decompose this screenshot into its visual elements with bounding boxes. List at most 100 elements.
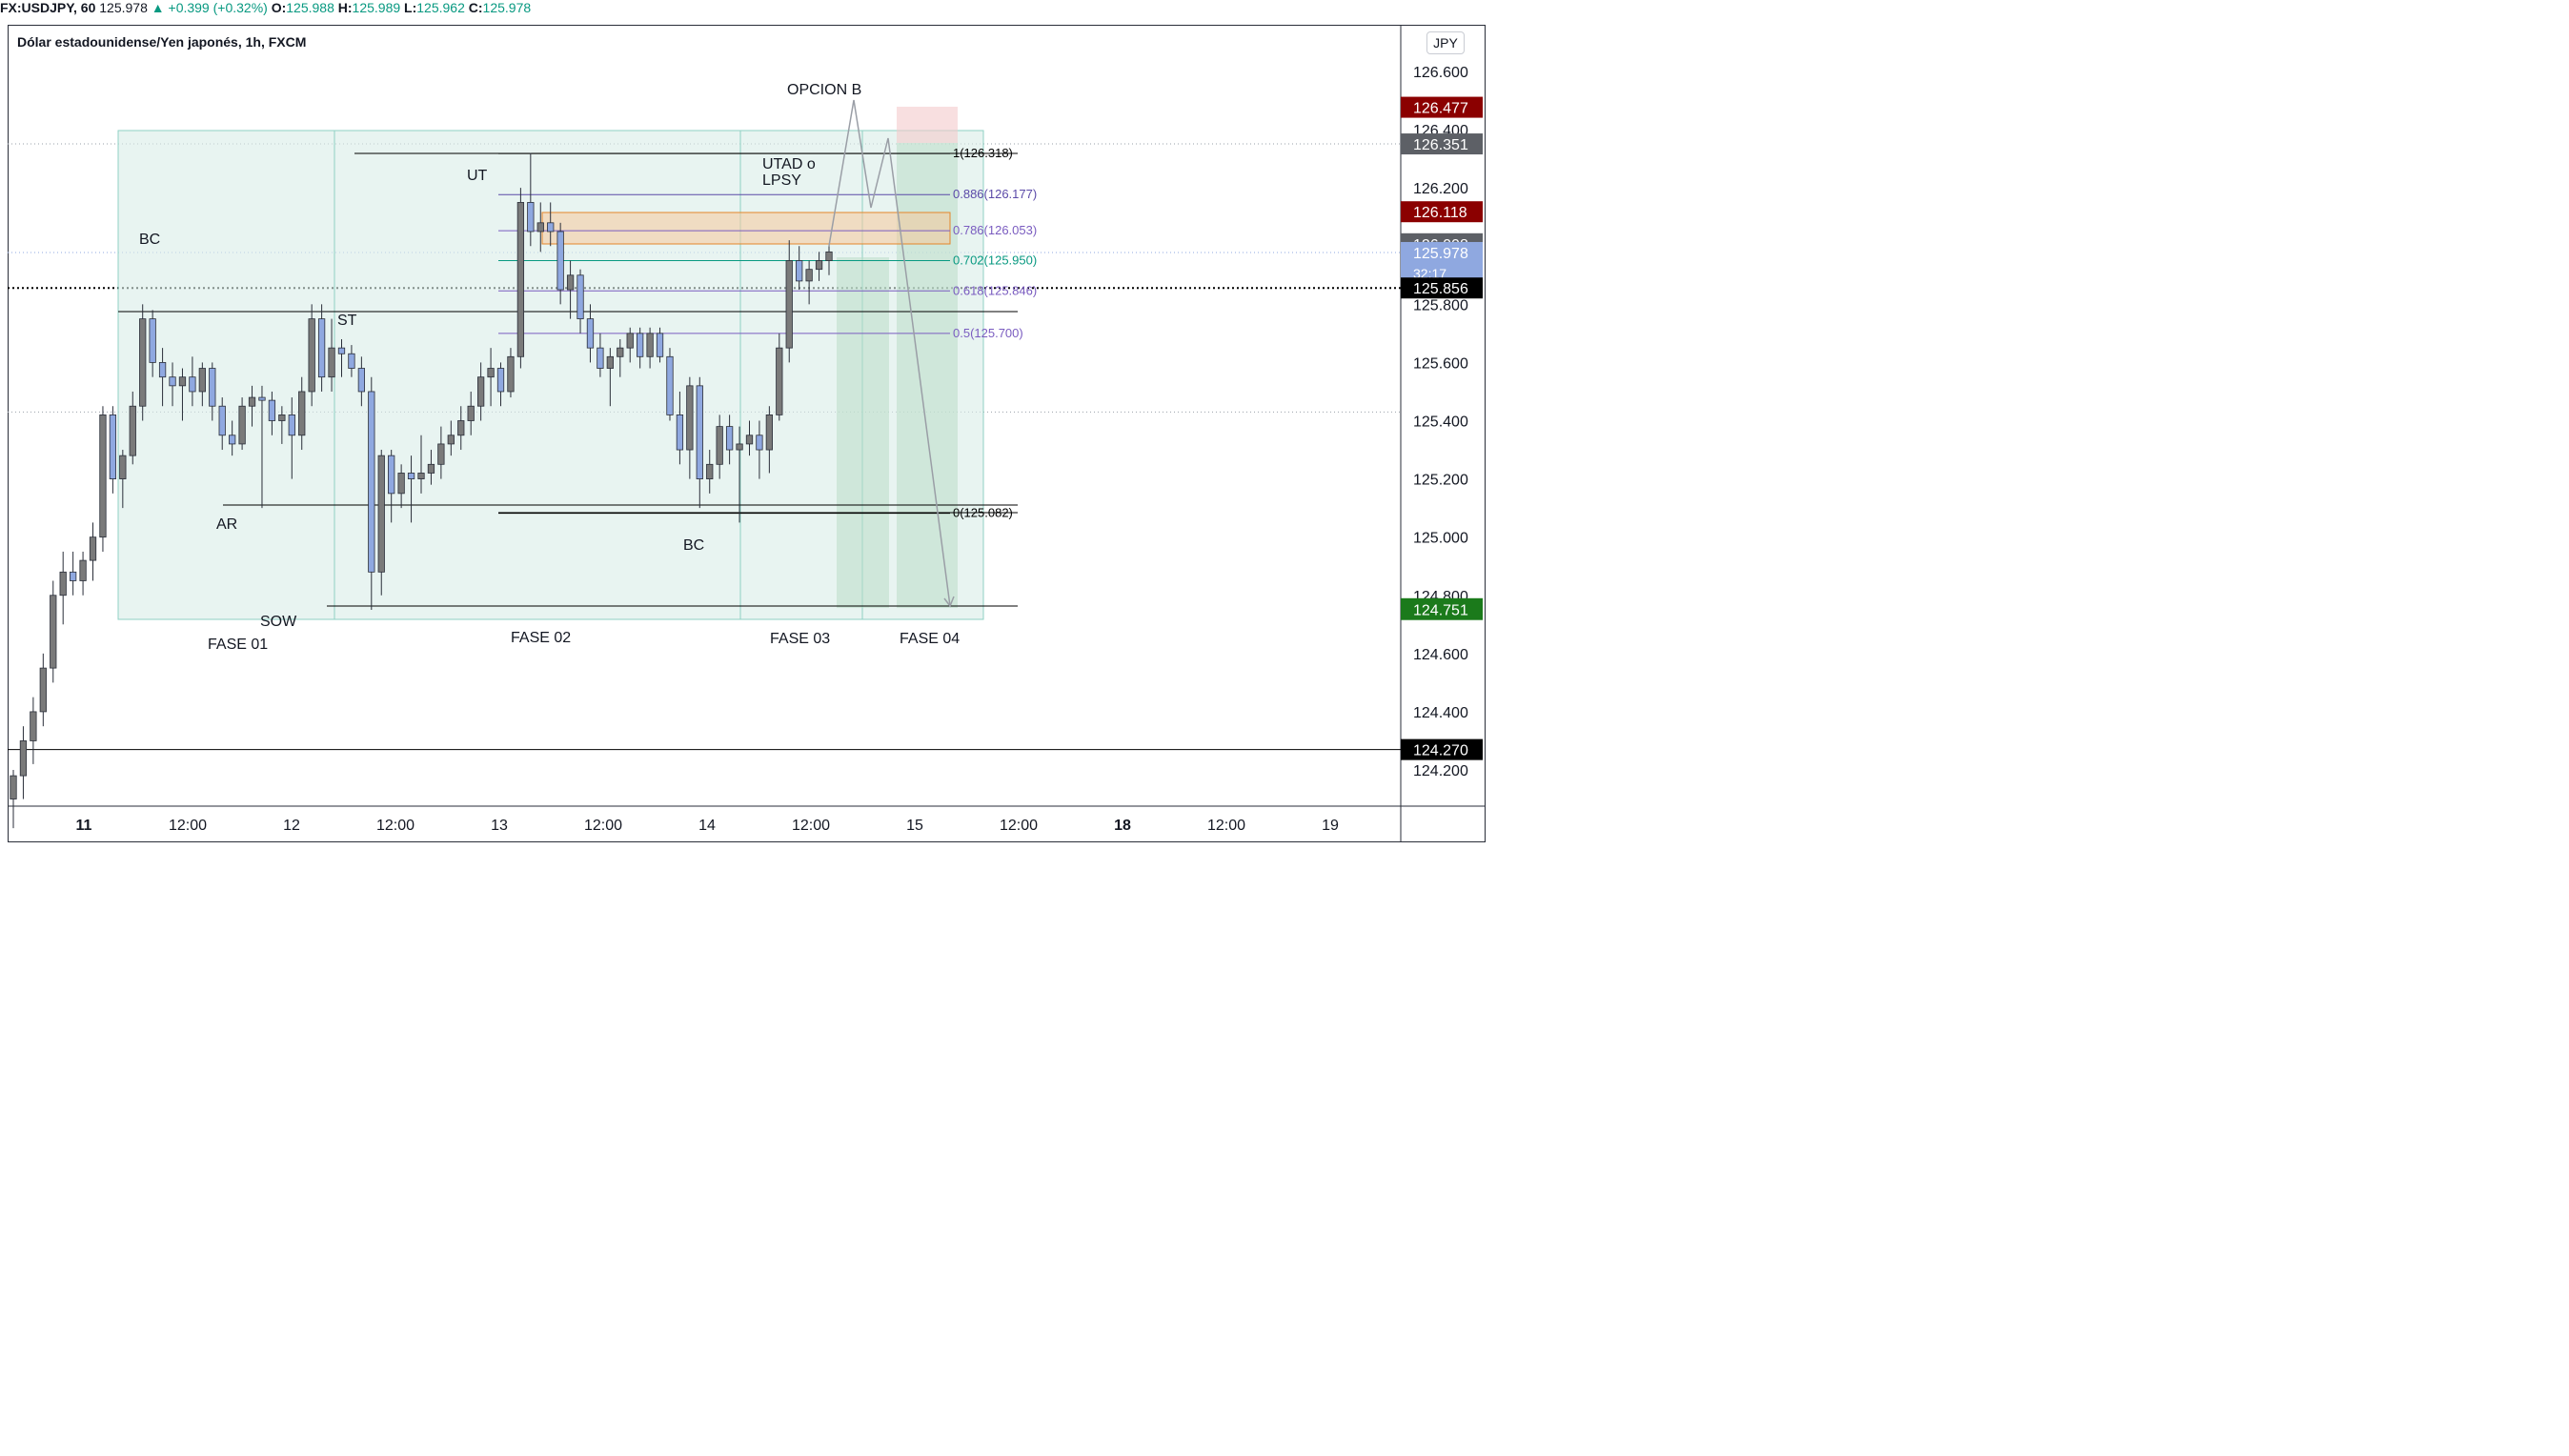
candle-body-34 xyxy=(348,353,355,369)
chart-frame[interactable] xyxy=(8,25,1486,842)
chart-legend-title: Dólar estadounidense/Yen japonés, 1h, FX… xyxy=(17,34,307,50)
open-label: O: xyxy=(271,0,287,15)
candle-body-68 xyxy=(686,385,694,451)
candle-45 xyxy=(457,406,465,451)
candle-12 xyxy=(129,391,136,465)
x-tick-3: 12:00 xyxy=(376,818,415,834)
candle-72 xyxy=(725,415,734,465)
candlestick-chart[interactable]: 1(126.318) 0.886(126.177) 0.786(126.053) 0.… xyxy=(0,0,1494,847)
candle-51 xyxy=(516,188,525,369)
candle-body-25 xyxy=(258,396,266,401)
candle-body-73 xyxy=(736,443,743,451)
annotation-fase-02: FASE 02 xyxy=(511,630,571,646)
candle-body-77 xyxy=(776,347,783,415)
candle-body-43 xyxy=(437,443,445,465)
candle-body-63 xyxy=(637,333,644,357)
last-price: 125.978 xyxy=(99,0,148,15)
x-tick-0: 11 xyxy=(76,818,92,834)
price-label-7: 124.751 xyxy=(1401,598,1483,620)
candle-69 xyxy=(696,376,703,509)
candle-body-20 xyxy=(209,368,216,407)
price-label-0: 126.477 xyxy=(1401,96,1483,118)
candle-14 xyxy=(149,310,156,377)
projection-path xyxy=(828,99,951,607)
fib-label-2: 0.786(126.053) xyxy=(953,223,1037,237)
candle-29 xyxy=(298,376,306,451)
currency-button[interactable]: JPY xyxy=(1426,31,1465,54)
candle-31 xyxy=(317,304,326,392)
fib-label-1: 0.886(126.177) xyxy=(953,187,1037,201)
candle-body-71 xyxy=(716,426,723,465)
y-tick-9: 124.600 xyxy=(1413,647,1468,663)
price-label-text-2: 126.118 xyxy=(1413,205,1467,221)
candle-body-62 xyxy=(626,333,634,349)
candle-5 xyxy=(59,551,67,625)
candle-50 xyxy=(507,348,515,398)
price-label-8: 124.270 xyxy=(1401,738,1483,760)
candle-54 xyxy=(547,202,555,247)
candle-body-42 xyxy=(427,463,435,474)
annotation-bc-2: BC xyxy=(683,537,704,554)
x-tick-11: 12:00 xyxy=(1207,818,1245,834)
price-label-bg-8 xyxy=(1401,738,1483,760)
candle-78 xyxy=(785,240,793,363)
price-label-bg-0 xyxy=(1401,96,1483,118)
price-label-timer-4: 32:17 xyxy=(1413,266,1446,281)
symbol-name[interactable]: FX:USDJPY, 60 xyxy=(0,0,96,15)
price-label-bg-2 xyxy=(1401,201,1483,223)
candle-body-37 xyxy=(377,455,385,573)
candle-16 xyxy=(169,362,176,407)
candle-73 xyxy=(736,426,743,523)
candle-17 xyxy=(178,368,187,421)
candle-body-65 xyxy=(656,333,664,357)
candle-body-7 xyxy=(79,559,87,581)
candle-body-10 xyxy=(109,414,117,479)
y-tick-5: 125.400 xyxy=(1413,415,1468,431)
candle-body-44 xyxy=(447,435,455,445)
annotation-opcion-b: OPCION B xyxy=(787,82,861,98)
candle-body-17 xyxy=(178,376,187,387)
price-label-text-1: 126.351 xyxy=(1413,137,1468,153)
candle-body-28 xyxy=(288,414,295,436)
candle-77 xyxy=(776,333,783,421)
candle-46 xyxy=(467,391,475,435)
candle-68 xyxy=(686,376,694,479)
low-label: L: xyxy=(404,0,417,15)
candle-body-51 xyxy=(516,202,525,357)
candle-body-2 xyxy=(30,711,37,741)
candle-body-11 xyxy=(119,455,127,479)
candle-26 xyxy=(268,391,276,435)
candle-body-69 xyxy=(696,385,703,479)
annotation-st: ST xyxy=(337,313,357,329)
candle-body-38 xyxy=(388,455,395,495)
x-tick-7: 12:00 xyxy=(792,818,830,834)
price-label-bg-7 xyxy=(1401,598,1483,620)
candle-7 xyxy=(79,551,87,596)
price-label-text-7: 124.751 xyxy=(1413,603,1468,619)
candle-body-72 xyxy=(725,426,734,451)
candle-55 xyxy=(556,222,564,305)
candle-body-12 xyxy=(129,405,136,456)
candle-body-82 xyxy=(825,251,833,261)
supply-zone-box xyxy=(541,212,951,245)
price-label-text-0: 126.477 xyxy=(1413,101,1468,117)
candle-39 xyxy=(397,464,405,509)
candle-body-4 xyxy=(50,595,57,669)
candle-4 xyxy=(50,580,57,683)
candle-body-81 xyxy=(815,260,823,271)
candle-28 xyxy=(288,397,295,479)
candle-body-14 xyxy=(149,318,156,363)
candle-63 xyxy=(637,327,644,369)
candle-body-70 xyxy=(706,463,714,479)
candle-body-76 xyxy=(765,414,774,451)
y-tick-6: 125.200 xyxy=(1413,473,1468,489)
x-tick-5: 12:00 xyxy=(584,818,622,834)
x-tick-1: 12:00 xyxy=(169,818,207,834)
candle-body-67 xyxy=(676,414,684,451)
candle-body-24 xyxy=(248,396,256,407)
candle-body-18 xyxy=(189,376,196,393)
price-change: ▲ +0.399 (+0.32%) xyxy=(151,0,268,15)
price-label-bg-5 xyxy=(1401,277,1483,299)
candle-body-47 xyxy=(476,376,485,407)
candle-61 xyxy=(617,338,624,377)
